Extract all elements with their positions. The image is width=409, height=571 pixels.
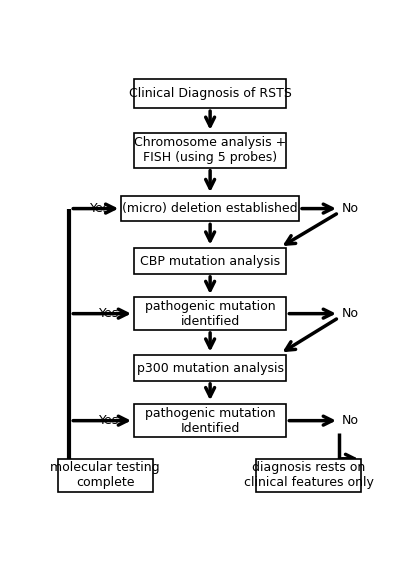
Text: p300 mutation analysis: p300 mutation analysis (136, 361, 283, 375)
Text: No: No (341, 307, 358, 320)
FancyBboxPatch shape (133, 79, 285, 108)
Text: CBP mutation analysis: CBP mutation analysis (140, 255, 279, 268)
Text: No: No (341, 414, 358, 427)
Text: diagnosis rests on
clinical features only: diagnosis rests on clinical features onl… (243, 461, 373, 489)
Text: pathogenic mutation
Identified: pathogenic mutation Identified (144, 407, 275, 435)
FancyBboxPatch shape (121, 196, 299, 221)
FancyBboxPatch shape (133, 297, 285, 330)
Text: pathogenic mutation
identified: pathogenic mutation identified (144, 300, 275, 328)
Text: molecular testing
complete: molecular testing complete (50, 461, 160, 489)
Text: Yes: Yes (90, 202, 110, 215)
FancyBboxPatch shape (133, 132, 285, 168)
Text: Chromosome analysis +
FISH (using 5 probes): Chromosome analysis + FISH (using 5 prob… (134, 136, 285, 164)
FancyBboxPatch shape (133, 248, 285, 274)
Text: No: No (341, 202, 358, 215)
Text: Clinical Diagnosis of RSTS: Clinical Diagnosis of RSTS (128, 87, 291, 100)
FancyBboxPatch shape (57, 459, 153, 492)
Text: Yes: Yes (99, 307, 119, 320)
Text: Yes: Yes (99, 414, 119, 427)
FancyBboxPatch shape (133, 404, 285, 437)
FancyBboxPatch shape (133, 356, 285, 381)
FancyBboxPatch shape (256, 459, 360, 492)
Text: (micro) deletion established: (micro) deletion established (122, 202, 297, 215)
